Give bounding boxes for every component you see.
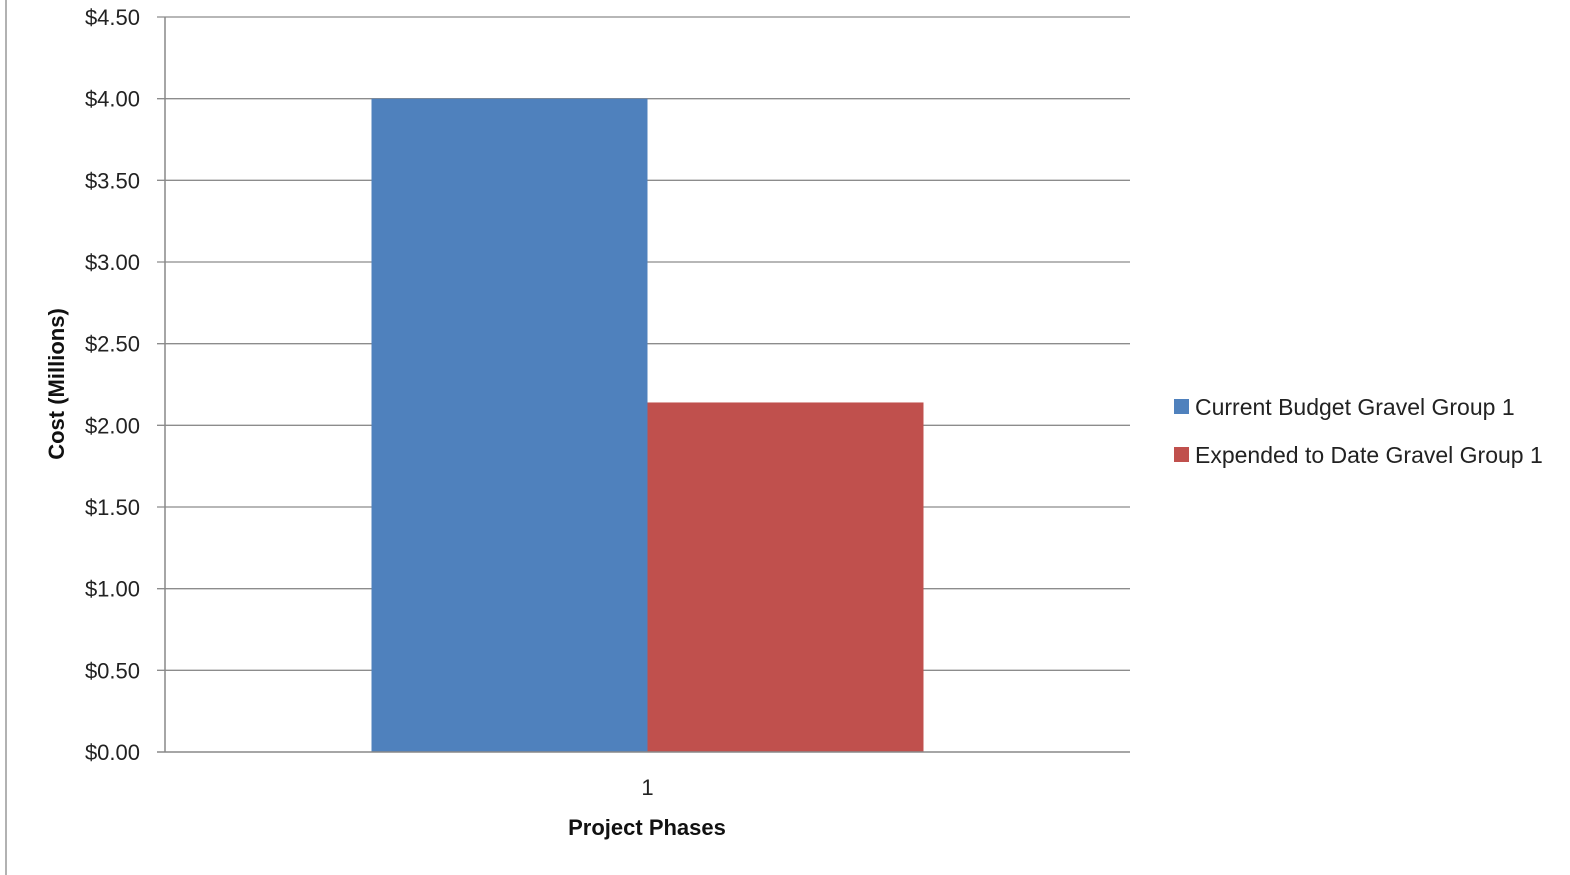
y-tick-labels: $0.00 $0.50 $1.00 $1.50 $2.00 $2.50 $3.00 $3.50… <box>85 5 140 765</box>
y-tick-label: $4.50 <box>85 5 140 30</box>
y-axis-title: Cost (Millions) <box>44 308 69 460</box>
y-tick-label: $1.50 <box>85 495 140 520</box>
x-axis-title: Project Phases <box>568 815 726 840</box>
y-tick-label: $2.50 <box>85 332 140 357</box>
legend-label: Expended to Date Gravel Group 1 <box>1195 442 1543 468</box>
y-tick-label: $0.50 <box>85 658 140 683</box>
bar <box>647 402 924 752</box>
y-tick-label: $2.00 <box>85 413 140 438</box>
y-tick-label: $3.50 <box>85 168 140 193</box>
x-tick-labels: 1 <box>641 775 653 800</box>
legend-swatch <box>1174 447 1189 462</box>
legend: Current Budget Gravel Group 1 Expended to… <box>1174 394 1543 468</box>
y-tick-label: $4.00 <box>85 87 140 112</box>
legend-swatch <box>1174 399 1189 414</box>
legend-label: Current Budget Gravel Group 1 <box>1195 394 1515 420</box>
bars <box>371 98 924 752</box>
y-tick-label: $0.00 <box>85 740 140 765</box>
x-tick-label: 1 <box>641 775 653 800</box>
y-tick-label: $3.00 <box>85 250 140 275</box>
y-tick-label: $1.00 <box>85 577 140 602</box>
bar <box>371 98 648 752</box>
